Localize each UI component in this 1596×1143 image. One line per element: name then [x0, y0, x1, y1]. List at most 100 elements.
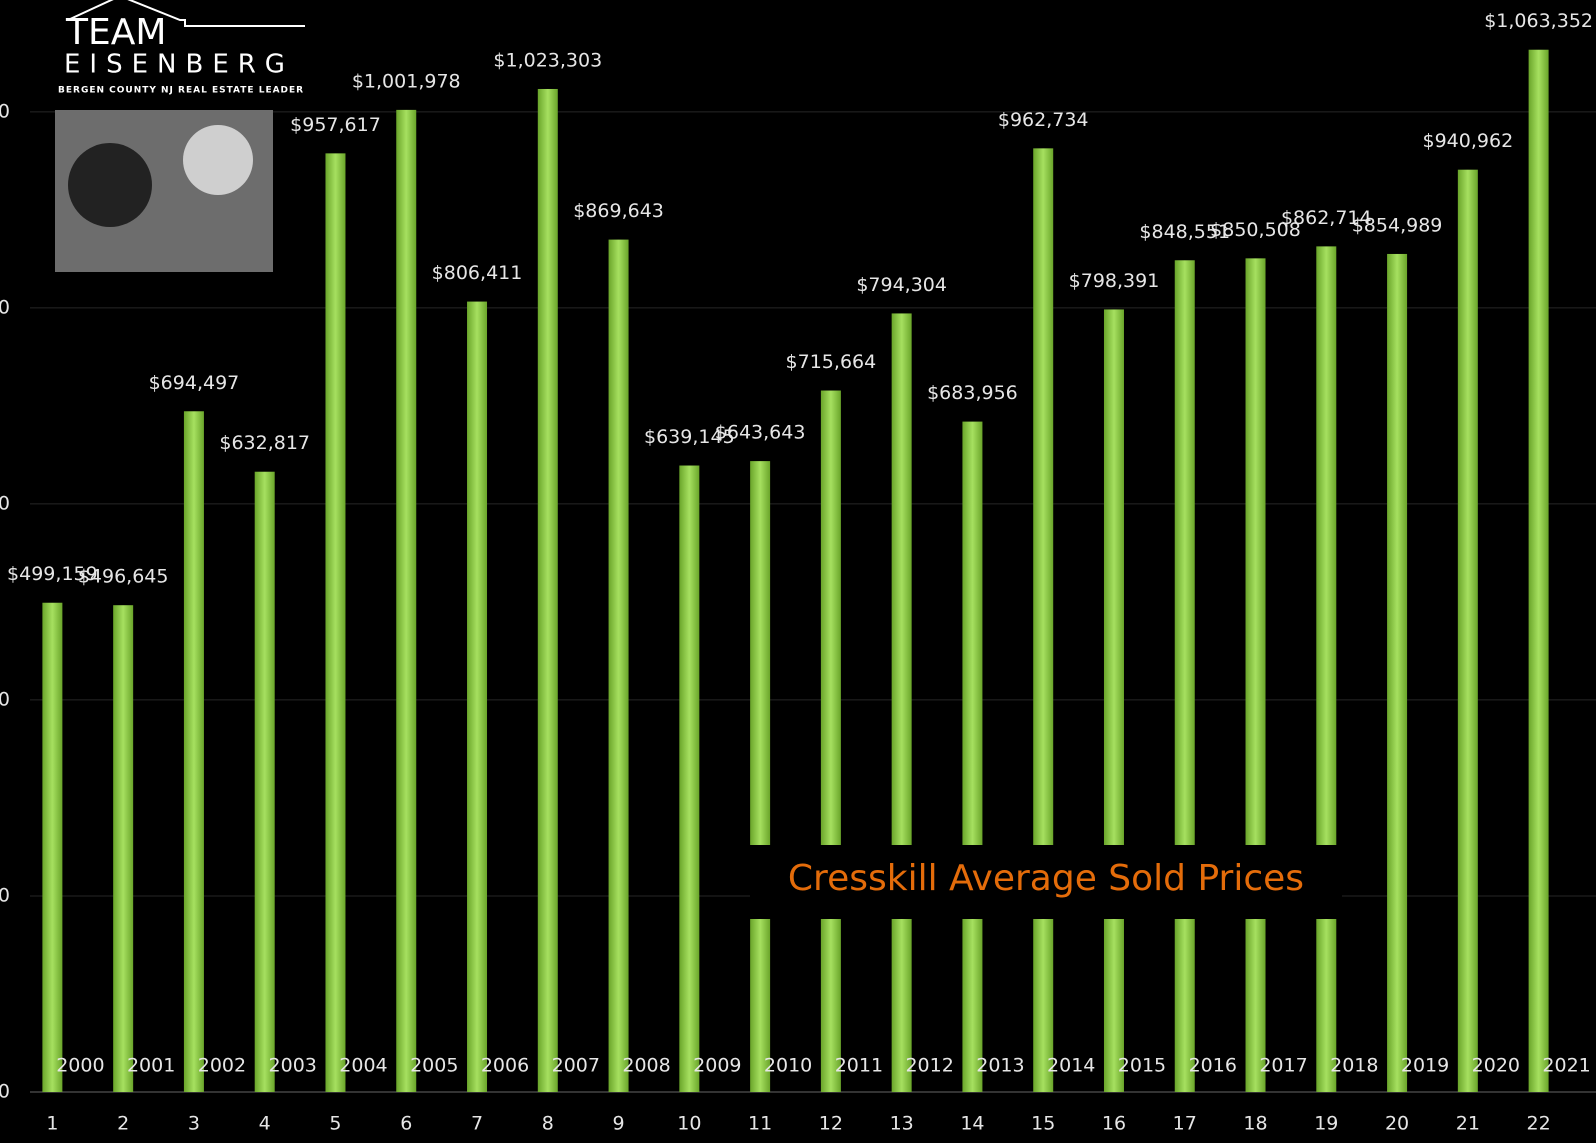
logo-roof [67, 0, 305, 27]
year-label: 2003 [269, 1055, 317, 1077]
x-tick-label: 14 [960, 1113, 984, 1135]
logo: TEAM EISENBERG BERGEN COUNTY NJ REAL EST… [55, 0, 305, 272]
bar [537, 88, 558, 1092]
x-tick-label: 8 [542, 1113, 554, 1135]
bar [1387, 253, 1408, 1092]
value-label: $683,956 [927, 382, 1018, 404]
y-tick-label: 0 [0, 1081, 10, 1103]
bar [608, 239, 629, 1093]
chart-title: Cresskill Average Sold Prices [788, 858, 1304, 899]
bar [113, 605, 134, 1092]
bar [679, 465, 700, 1093]
title-box [750, 845, 1342, 919]
value-label: $1,063,352 [1484, 10, 1593, 32]
photo-person [68, 143, 152, 227]
logo-name: TEAM [65, 12, 166, 53]
x-tick-label: 21 [1456, 1113, 1480, 1135]
x-tick-label: 12 [819, 1113, 843, 1135]
bar [396, 109, 417, 1092]
bar [183, 411, 204, 1092]
y-tick-label: 0 [0, 688, 10, 710]
year-label: 2017 [1259, 1055, 1307, 1077]
x-tick-label: 3 [188, 1113, 200, 1135]
labels: 0 0 0 0 0 0 1 2000 $499,159 2 2001 $496,645 3 2002 $69… [0, 10, 1593, 1134]
value-label: $869,643 [573, 200, 664, 222]
x-tick-label: 17 [1173, 1113, 1197, 1135]
bar [325, 153, 346, 1092]
bar [820, 390, 841, 1092]
year-label: 2021 [1542, 1055, 1590, 1077]
logo-tagline: BERGEN COUNTY NJ REAL ESTATE LEADER [58, 86, 304, 96]
bar [1103, 309, 1124, 1092]
year-label: 2018 [1330, 1055, 1378, 1077]
year-label: 2010 [764, 1055, 812, 1077]
x-tick-label: 5 [329, 1113, 341, 1135]
value-label: $962,734 [998, 109, 1089, 131]
value-label: $850,508 [1210, 219, 1301, 241]
bar [42, 602, 63, 1092]
y-tick-label: 0 [0, 884, 10, 906]
value-label: $798,391 [1069, 270, 1160, 292]
x-tick-label: 7 [471, 1113, 483, 1135]
value-label: $496,645 [78, 566, 169, 588]
year-label: 2013 [976, 1055, 1024, 1077]
year-label: 2009 [693, 1055, 741, 1077]
value-label: $862,714 [1281, 207, 1372, 229]
x-tick-label: 1 [46, 1113, 58, 1135]
bar [254, 471, 275, 1092]
year-label: 2002 [198, 1055, 246, 1077]
x-tick-label: 11 [748, 1113, 772, 1135]
bar [1174, 260, 1195, 1093]
y-tick-label: 0 [0, 492, 10, 514]
year-label: 2011 [835, 1055, 883, 1077]
photo-person [183, 125, 253, 195]
bar [750, 461, 771, 1092]
x-tick-label: 9 [613, 1113, 625, 1135]
year-label: 2005 [410, 1055, 458, 1077]
x-tick-label: 20 [1385, 1113, 1409, 1135]
value-label: $643,643 [715, 422, 806, 444]
bar [1033, 148, 1054, 1092]
x-tick-label: 19 [1314, 1113, 1338, 1135]
year-label: 2004 [339, 1055, 387, 1077]
value-label: $806,411 [432, 262, 523, 284]
year-label: 2012 [905, 1055, 953, 1077]
bar [1457, 169, 1478, 1093]
value-label: $794,304 [856, 274, 947, 296]
bar [891, 313, 912, 1092]
year-label: 2014 [1047, 1055, 1095, 1077]
value-label: $639,145 [644, 426, 735, 448]
y-tick-label: 0 [0, 100, 10, 122]
x-tick-label: 16 [1102, 1113, 1126, 1135]
value-label: $694,497 [149, 372, 240, 394]
bar [1528, 49, 1549, 1093]
value-label: $1,023,303 [493, 49, 602, 71]
y-tick-label: 0 [0, 296, 10, 318]
value-label: $1,001,978 [352, 70, 461, 92]
year-label: 2008 [622, 1055, 670, 1077]
value-label: $957,617 [290, 114, 381, 136]
x-tick-label: 22 [1527, 1113, 1551, 1135]
year-label: 2000 [56, 1055, 104, 1077]
x-tick-label: 15 [1031, 1113, 1055, 1135]
x-tick-label: 13 [890, 1113, 914, 1135]
x-tick-label: 18 [1243, 1113, 1267, 1135]
logo-surname: EISENBERG [64, 50, 294, 80]
year-label: 2020 [1472, 1055, 1520, 1077]
x-tick-label: 4 [259, 1113, 271, 1135]
year-label: 2019 [1401, 1055, 1449, 1077]
year-label: 2006 [481, 1055, 529, 1077]
year-label: 2015 [1118, 1055, 1166, 1077]
bar [1316, 246, 1337, 1093]
year-label: 2016 [1189, 1055, 1237, 1077]
value-label: $940,962 [1423, 130, 1514, 152]
x-tick-label: 2 [117, 1113, 129, 1135]
x-tick-label: 10 [677, 1113, 701, 1135]
bar [962, 421, 983, 1093]
x-tick-label: 6 [400, 1113, 412, 1135]
value-label: $854,989 [1352, 214, 1443, 236]
year-label: 2007 [552, 1055, 600, 1077]
value-label: $499,159 [7, 563, 98, 585]
value-label: $715,664 [786, 351, 877, 373]
